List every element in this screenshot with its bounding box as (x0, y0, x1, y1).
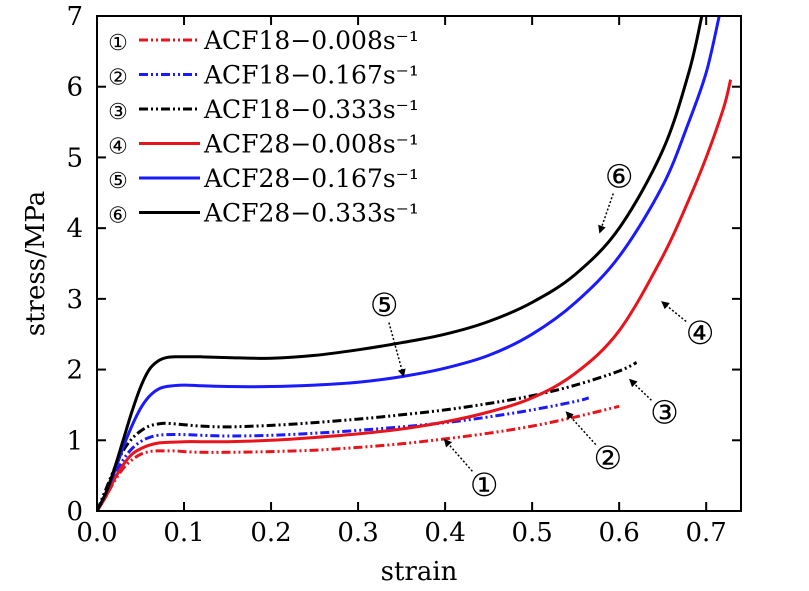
legend-label-3: ACF18−0.333s⁻¹ (203, 95, 419, 124)
annotation-marker: ⑤ (370, 286, 399, 324)
legend-label-4: ACF28−0.008s⁻¹ (203, 130, 419, 159)
legend-marker-5: ⑤ (108, 169, 128, 194)
axes: 0.0 0.1 0.2 0.3 0.4 0.5 0.6 0.7 0 1 2 3 4 5 6 7 (66, 2, 741, 548)
annotation-5: ⑤ (370, 286, 406, 378)
legend-entry-6: ⑥ ACF28−0.333s⁻¹ (108, 199, 419, 229)
annotation-marker: ② (594, 439, 623, 477)
annotation-marker: ④ (686, 314, 715, 352)
legend-marker-3: ③ (108, 100, 128, 125)
annotation-arrow (598, 193, 614, 234)
series-line-2 (97, 396, 590, 511)
annotation-marker: ⑥ (605, 158, 634, 196)
x-tick-label: 0.2 (250, 518, 291, 548)
y-tick-label: 7 (66, 2, 83, 32)
annotation-4: ④ (661, 301, 715, 352)
annotation-layer: ① ②③ ④ ⑤ ⑥ (370, 158, 715, 504)
y-axis-title: stress/MPa (21, 191, 51, 337)
annotation-1: ① (443, 438, 499, 504)
y-tick-label: 6 (66, 73, 83, 103)
annotation-3: ③ (629, 378, 679, 432)
legend: ① ACF18−0.008s⁻¹ ② ACF18−0.167s⁻¹ ③ ACF18−0.3… (108, 26, 419, 229)
plot-frame (96, 15, 742, 512)
annotation-marker: ① (470, 466, 499, 504)
x-tick-label: 0.7 (686, 518, 727, 548)
y-tick-label: 0 (66, 497, 83, 527)
y-tick-label: 5 (66, 143, 83, 173)
legend-marker-2: ② (108, 66, 128, 91)
x-tick-label: 0.3 (337, 518, 378, 548)
annotation-marker: ③ (650, 394, 679, 432)
y-tick-label: 1 (66, 426, 83, 456)
annotation-arrow (565, 411, 597, 446)
annotation-arrow (629, 378, 652, 401)
x-tick-label: 0.5 (511, 518, 552, 548)
legend-marker-1: ① (108, 31, 128, 56)
annotation-arrow (388, 322, 406, 378)
annotation-arrow (443, 438, 473, 472)
legend-entry-1: ① ACF18−0.008s⁻¹ (108, 26, 419, 56)
legend-label-6: ACF28−0.333s⁻¹ (203, 199, 419, 228)
annotation-2: ② (565, 411, 623, 477)
x-axis-title: strain (381, 557, 458, 587)
legend-label-1: ACF18−0.008s⁻¹ (203, 26, 419, 55)
legend-entry-3: ③ ACF18−0.333s⁻¹ (108, 95, 419, 125)
x-tick-label: 0.1 (163, 518, 204, 548)
x-tick-label: 0.6 (598, 518, 639, 548)
x-tick-label: 0.4 (424, 518, 465, 548)
y-tick-label: 3 (66, 285, 83, 315)
annotation-6: ⑥ (598, 158, 634, 234)
y-tick-label: 2 (66, 356, 83, 386)
series-line-5 (97, 16, 721, 511)
series-line-3 (97, 361, 638, 511)
x-tick-label: 0.0 (76, 518, 117, 548)
legend-entry-2: ② ACF18−0.167s⁻¹ (108, 61, 419, 91)
series-line-4 (97, 79, 733, 511)
legend-label-5: ACF28−0.167s⁻¹ (203, 164, 419, 193)
legend-entry-5: ⑤ ACF28−0.167s⁻¹ (108, 164, 419, 194)
annotation-arrow (661, 301, 687, 323)
legend-marker-6: ⑥ (108, 204, 128, 229)
legend-marker-4: ④ (108, 135, 128, 160)
legend-label-2: ACF18−0.167s⁻¹ (203, 61, 419, 90)
series-line-6 (97, 16, 704, 511)
legend-entry-4: ④ ACF28−0.008s⁻¹ (108, 130, 419, 160)
y-tick-label: 4 (66, 214, 83, 244)
series-line-1 (97, 404, 620, 511)
data-layer (97, 16, 733, 511)
